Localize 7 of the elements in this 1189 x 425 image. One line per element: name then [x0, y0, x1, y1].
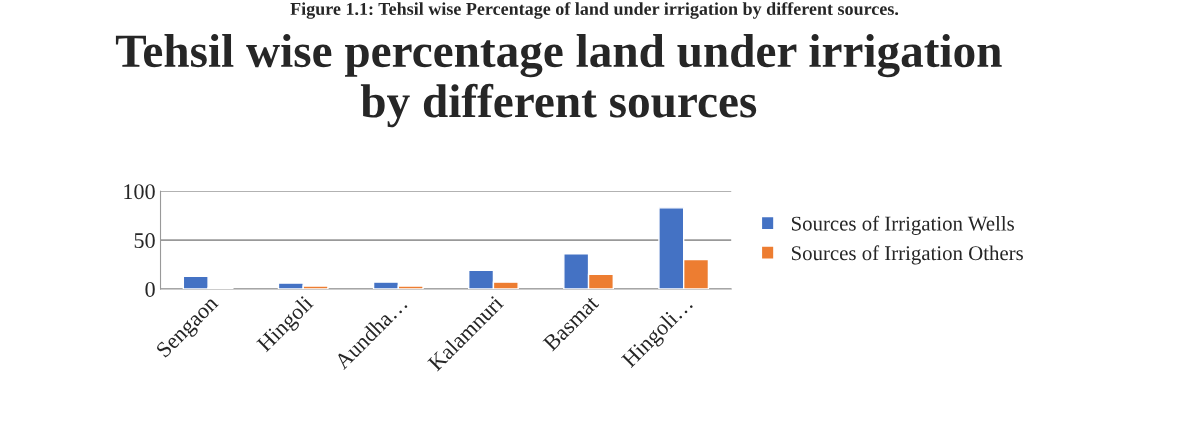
legend-label: Sources of Irrigation Others	[791, 245, 1023, 265]
y-tick-label: 0	[145, 281, 155, 297]
y-tick-label: 100	[124, 184, 155, 200]
legend-label: Sources of Irrigation Wells	[791, 215, 1014, 235]
y-tick-label: 50	[134, 233, 155, 249]
chart-title: Tehsil wise percentage land under irrigation by different sources	[115, 34, 1002, 128]
caption: Figure 1.1: Tehsil wise Percentage of land under irrigation by different sources.	[290, 2, 899, 19]
